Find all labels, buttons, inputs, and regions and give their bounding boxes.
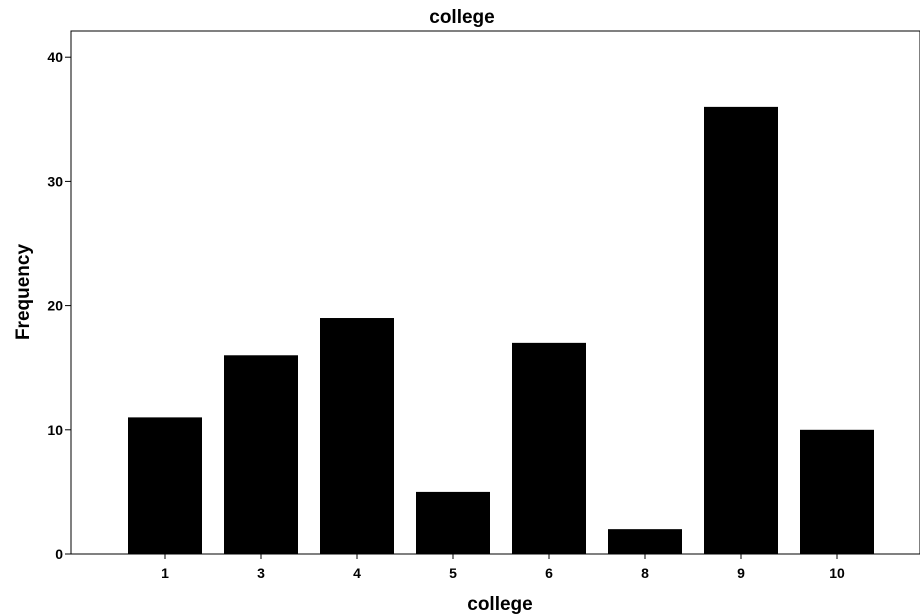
x-tick-label: 6: [545, 565, 553, 581]
y-tick-label: 30: [47, 173, 63, 189]
bar-9: [704, 106, 778, 554]
x-tick-label: 1: [161, 565, 169, 581]
x-tick-label: 10: [829, 565, 845, 581]
chart-title: college: [429, 7, 494, 28]
y-tick-label: 40: [47, 49, 63, 65]
bar-4: [320, 318, 394, 554]
x-tick-label: 4: [353, 565, 361, 581]
x-tick-label: 8: [641, 565, 649, 581]
bar-series: [128, 106, 874, 554]
y-tick-label: 20: [47, 298, 63, 314]
plot-area-frame: [70, 30, 920, 555]
x-axis: 1 3 4 5 6 8 9 10: [161, 554, 845, 581]
x-tick-label: 5: [449, 565, 457, 581]
bar-1: [128, 417, 202, 554]
bar-5: [416, 491, 490, 554]
x-tick-label: 9: [737, 565, 745, 581]
y-axis: 0 10 20 30 40: [47, 49, 71, 562]
bar-6: [512, 342, 586, 554]
y-tick-label: 0: [55, 546, 63, 562]
bar-3: [224, 355, 298, 554]
bar-10: [800, 429, 874, 554]
y-axis-label: Frequency: [13, 244, 34, 341]
x-tick-label: 3: [257, 565, 265, 581]
bar-8: [608, 529, 682, 554]
x-axis-label: college: [467, 594, 532, 615]
y-tick-label: 10: [47, 422, 63, 438]
